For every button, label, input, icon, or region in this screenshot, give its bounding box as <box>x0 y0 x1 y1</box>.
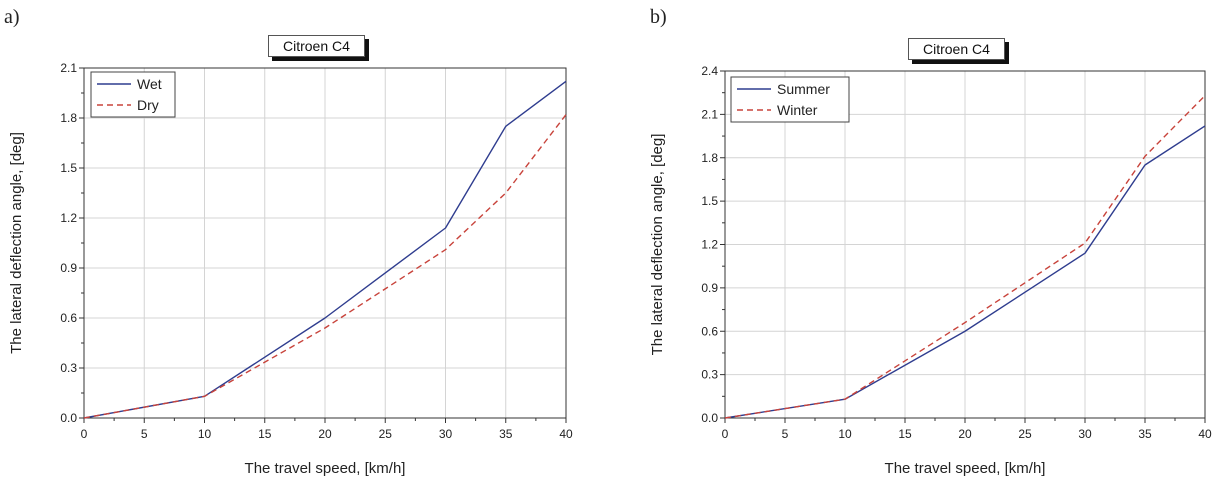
legend-label: Dry <box>137 97 159 113</box>
series-line <box>724 95 1206 419</box>
plot-frame <box>83 67 567 419</box>
panel-label: a) <box>4 6 20 28</box>
chart-panel-a: a) Citroen C4 0 5 10 15 20 25 30 35 40 0.0 0.3 0.6 0… <box>4 6 573 477</box>
x-tick-label: 10 <box>198 427 212 441</box>
chart-title: Citroen C4 <box>268 35 365 57</box>
x-tick-label: 25 <box>379 427 393 441</box>
x-tick-label: 20 <box>958 427 972 441</box>
panel-label: b) <box>650 6 667 28</box>
y-tick-label: 1.8 <box>60 111 77 125</box>
x-axis-label: The travel speed, [km/h] <box>245 460 406 477</box>
legend-box <box>730 76 850 123</box>
series-line <box>83 114 567 419</box>
x-tick-label: 15 <box>898 427 912 441</box>
chart-plot-a: 0 5 10 15 20 25 30 35 40 0.0 0.3 0.6 0.9 1.2 1.5 1.8 2.1… <box>8 61 573 477</box>
y-tick-label: 0.9 <box>60 261 77 275</box>
y-tick-label: 0.0 <box>60 411 77 425</box>
x-tick-label: 35 <box>1138 427 1152 441</box>
x-tick-label: 35 <box>499 427 513 441</box>
x-tick-label: 5 <box>141 427 148 441</box>
x-tick-label: 30 <box>439 427 453 441</box>
chart-panel-b: b) Citroen C4 0 5 10 15 20 25 30 35 40 0.0 0.3 0.6 0… <box>640 0 1224 479</box>
y-tick-label: 0.3 <box>701 368 718 382</box>
legend-label: Wet <box>137 76 162 92</box>
y-tick-label: 1.8 <box>701 151 718 165</box>
y-tick-label: 2.1 <box>701 107 718 121</box>
legend-label: Summer <box>777 81 830 97</box>
x-tick-label: 0 <box>81 427 88 441</box>
y-axis-label: The lateral deflection angle, [deg] <box>8 132 25 354</box>
y-tick-label: 0.9 <box>701 281 718 295</box>
y-tick-label: 1.5 <box>701 194 718 208</box>
chart-plot-b: 0 5 10 15 20 25 30 35 40 0.0 0.3 0.6 0.9 1.2 1.5 1.8 2.1… <box>649 64 1212 477</box>
x-tick-label: 20 <box>318 427 332 441</box>
legend-label: Winter <box>777 102 818 118</box>
legend-box <box>90 71 176 118</box>
y-tick-label: 0.3 <box>60 361 77 375</box>
y-tick-label: 0.6 <box>60 311 77 325</box>
y-axis-label: The lateral deflection angle, [deg] <box>649 134 666 356</box>
x-tick-label: 40 <box>559 427 573 441</box>
y-tick-label: 2.1 <box>60 61 77 75</box>
x-tick-label: 10 <box>838 427 852 441</box>
x-tick-label: 30 <box>1078 427 1092 441</box>
x-tick-label: 0 <box>722 427 729 441</box>
y-tick-label: 1.2 <box>60 211 77 225</box>
y-tick-label: 1.2 <box>701 238 718 252</box>
x-tick-label: 40 <box>1198 427 1212 441</box>
plot-frame <box>724 70 1206 419</box>
y-tick-label: 1.5 <box>60 161 77 175</box>
chart-title: Citroen C4 <box>908 38 1005 60</box>
y-tick-label: 0.0 <box>701 411 718 425</box>
x-tick-label: 5 <box>782 427 789 441</box>
x-tick-label: 25 <box>1018 427 1032 441</box>
x-tick-label: 15 <box>258 427 272 441</box>
y-tick-label: 2.4 <box>701 64 718 78</box>
x-axis-label: The travel speed, [km/h] <box>885 460 1046 477</box>
y-tick-label: 0.6 <box>701 324 718 338</box>
